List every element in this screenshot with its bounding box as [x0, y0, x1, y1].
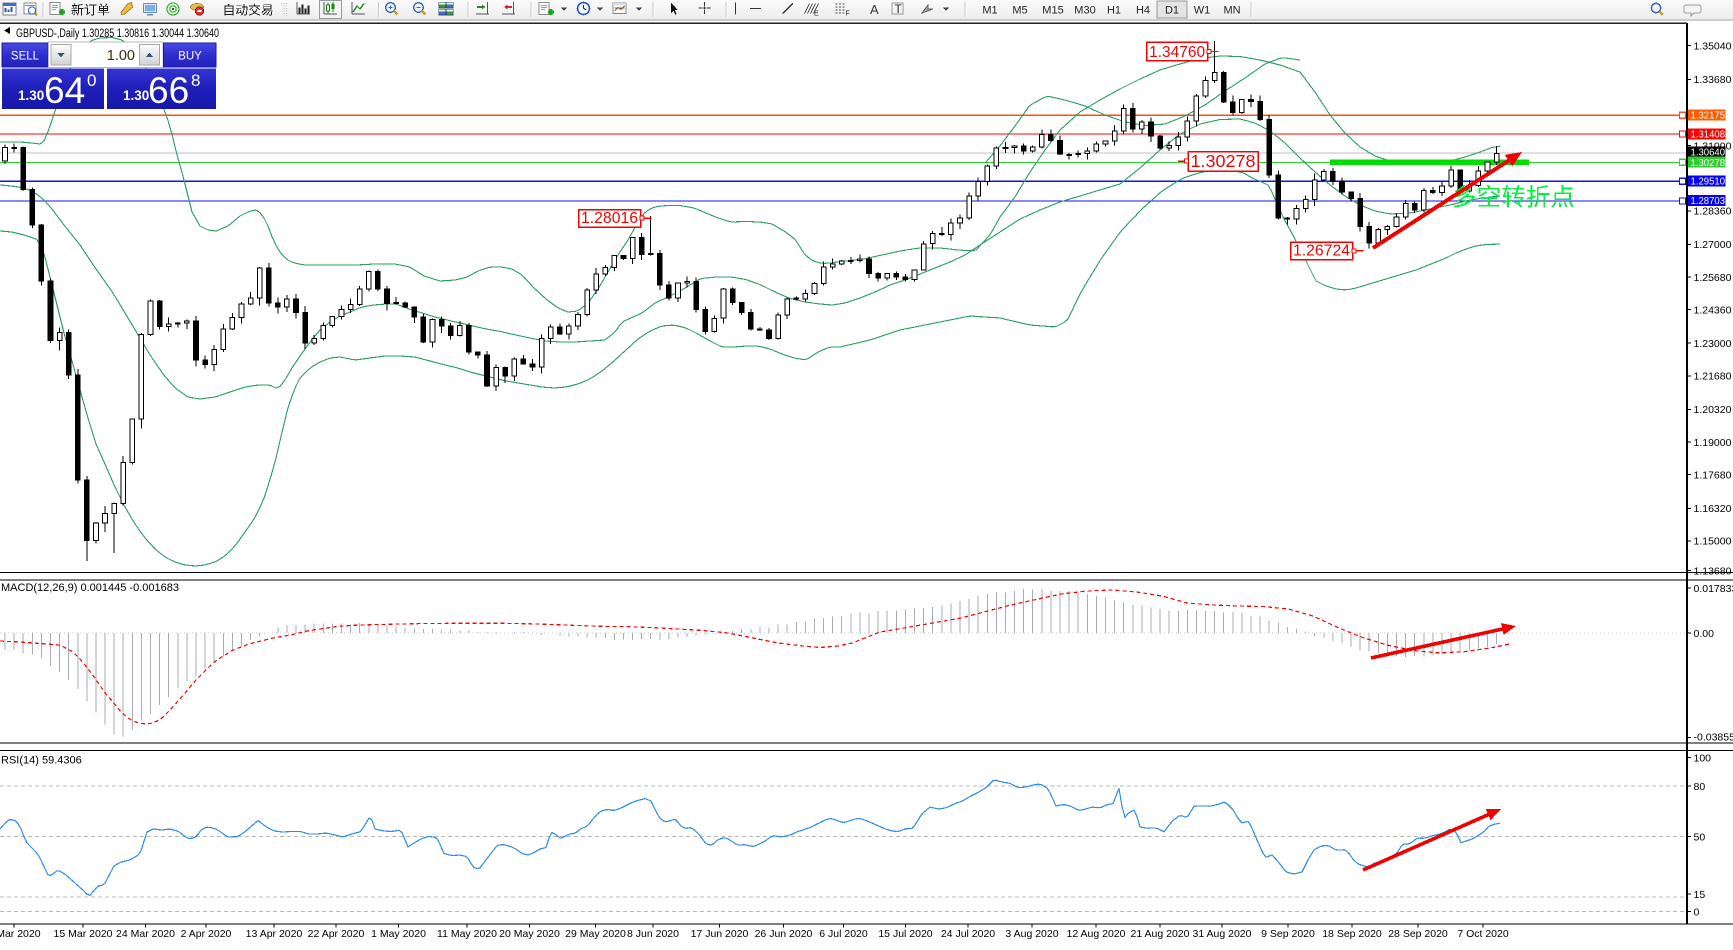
svg-text:1.20320: 1.20320 — [1694, 404, 1732, 416]
svg-text:-0.038559: -0.038559 — [1694, 731, 1733, 743]
svg-text:E: E — [814, 11, 819, 18]
svg-text:1.34760: 1.34760 — [1149, 44, 1205, 61]
svg-text:1.28360: 1.28360 — [1694, 206, 1732, 218]
svg-text:0: 0 — [1694, 906, 1700, 918]
svg-text:18 Sep 2020: 18 Sep 2020 — [1322, 928, 1382, 940]
svg-text:GBPUSD-,Daily 1.30285 1.30816: GBPUSD-,Daily 1.30285 1.30816 1.30044 1.… — [16, 28, 219, 40]
svg-text:1.25680: 1.25680 — [1694, 272, 1732, 284]
svg-text:1.30: 1.30 — [123, 88, 149, 103]
svg-text:MACD(12,26,9) 0.001445 -0.0016: MACD(12,26,9) 0.001445 -0.001683 — [1, 582, 179, 594]
svg-text:31 Aug 2020: 31 Aug 2020 — [1193, 928, 1252, 940]
svg-text:1.30: 1.30 — [18, 88, 44, 103]
svg-text:3 Aug 2020: 3 Aug 2020 — [1005, 928, 1058, 940]
svg-text:2 Apr 2020: 2 Apr 2020 — [181, 928, 232, 940]
svg-text:66: 66 — [148, 70, 189, 111]
svg-text:15 Mar 2020: 15 Mar 2020 — [54, 928, 113, 940]
svg-text:1 May 2020: 1 May 2020 — [371, 928, 426, 940]
svg-text:H4: H4 — [1136, 5, 1150, 17]
svg-text:M15: M15 — [1042, 5, 1063, 17]
svg-text:1.24360: 1.24360 — [1694, 304, 1732, 316]
svg-text:0.017833: 0.017833 — [1694, 583, 1733, 595]
svg-text:1.26724: 1.26724 — [1293, 243, 1350, 260]
svg-text:BUY: BUY — [178, 51, 202, 63]
svg-text:20 May 2020: 20 May 2020 — [499, 928, 560, 940]
svg-text:8 Jun 2020: 8 Jun 2020 — [627, 928, 679, 940]
svg-text:1.28703: 1.28703 — [1691, 196, 1726, 207]
svg-text:MN: MN — [1223, 5, 1240, 17]
svg-text:1.13680: 1.13680 — [1694, 565, 1732, 577]
svg-text:6 Jul 2020: 6 Jul 2020 — [819, 928, 868, 940]
svg-text:2 Mar 2020: 2 Mar 2020 — [0, 928, 41, 940]
svg-text:100: 100 — [1694, 752, 1712, 764]
svg-text:24 Mar 2020: 24 Mar 2020 — [116, 928, 175, 940]
svg-text:RSI(14) 59.4306: RSI(14) 59.4306 — [1, 755, 82, 767]
svg-text:7 Oct 2020: 7 Oct 2020 — [1457, 928, 1509, 940]
svg-text:11 May 2020: 11 May 2020 — [437, 928, 497, 940]
svg-text:9 Sep 2020: 9 Sep 2020 — [1261, 928, 1315, 940]
svg-text:1.31408: 1.31408 — [1691, 130, 1726, 141]
svg-text:0.00: 0.00 — [1694, 628, 1715, 640]
svg-text:D1: D1 — [1165, 5, 1179, 17]
svg-text:M1: M1 — [982, 5, 997, 17]
svg-text:M5: M5 — [1012, 5, 1027, 17]
svg-text:29 May 2020: 29 May 2020 — [565, 928, 626, 940]
svg-text:1.30278: 1.30278 — [1191, 151, 1256, 171]
svg-text:H1: H1 — [1107, 5, 1121, 17]
svg-text:1.29510: 1.29510 — [1691, 177, 1726, 188]
svg-text:1.21680: 1.21680 — [1694, 371, 1732, 383]
svg-text:1.00: 1.00 — [107, 48, 135, 64]
svg-text:1.16320: 1.16320 — [1694, 503, 1732, 515]
svg-text:21 Aug 2020: 21 Aug 2020 — [1131, 928, 1190, 940]
svg-text:W1: W1 — [1194, 5, 1211, 17]
svg-text:1.35040: 1.35040 — [1694, 41, 1732, 53]
svg-text:A: A — [870, 2, 879, 17]
svg-text:24 Jul 2020: 24 Jul 2020 — [941, 928, 995, 940]
svg-text:17 Jun 2020: 17 Jun 2020 — [691, 928, 749, 940]
svg-text:T: T — [895, 2, 903, 16]
svg-text:1.28016: 1.28016 — [581, 210, 638, 227]
svg-text:80: 80 — [1694, 781, 1706, 793]
svg-text:13 Apr 2020: 13 Apr 2020 — [246, 928, 303, 940]
svg-text:15 Jul 2020: 15 Jul 2020 — [878, 928, 932, 940]
svg-text:1.27000: 1.27000 — [1694, 239, 1732, 251]
svg-text:1.23000: 1.23000 — [1694, 338, 1732, 350]
svg-text:1.15000: 1.15000 — [1694, 536, 1732, 548]
svg-text:1.30278: 1.30278 — [1691, 158, 1726, 169]
svg-text:15: 15 — [1694, 889, 1706, 901]
svg-text:26 Jun 2020: 26 Jun 2020 — [755, 928, 813, 940]
svg-text:50: 50 — [1694, 831, 1706, 843]
svg-text:M30: M30 — [1074, 5, 1095, 17]
svg-text:0: 0 — [87, 71, 96, 90]
svg-text:8: 8 — [191, 71, 200, 90]
svg-text:28 Sep 2020: 28 Sep 2020 — [1388, 928, 1448, 940]
svg-text:1.19000: 1.19000 — [1694, 437, 1732, 449]
svg-text:12 Aug 2020: 12 Aug 2020 — [1067, 928, 1126, 940]
svg-text:F: F — [846, 11, 850, 18]
svg-text:1.32175: 1.32175 — [1691, 111, 1726, 122]
svg-text:64: 64 — [44, 70, 85, 111]
svg-text:1.17680: 1.17680 — [1694, 470, 1732, 482]
svg-text:1.33680: 1.33680 — [1694, 74, 1732, 86]
svg-text:22 Apr 2020: 22 Apr 2020 — [308, 928, 365, 940]
svg-text:SELL: SELL — [11, 51, 40, 63]
